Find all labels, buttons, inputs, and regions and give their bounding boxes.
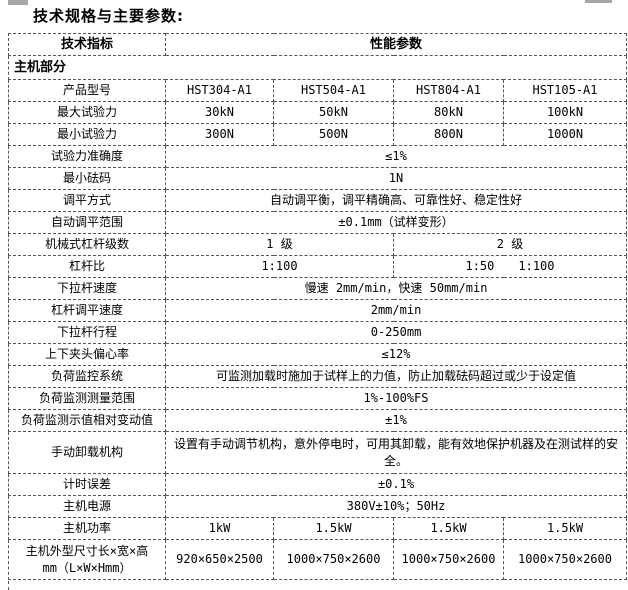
section-row: 主机部分 — [7, 55, 628, 80]
row-label: 负荷监控系统 — [8, 365, 166, 388]
row-value: 380V±10%；50Hz — [164, 495, 628, 518]
row-value: 920×650×2500 — [165, 539, 274, 580]
table-header-row: 技术指标 性能参数 — [8, 33, 628, 56]
row-label: 手动卸载机构 — [8, 431, 166, 474]
row-value: 1.5kW — [393, 517, 504, 540]
row-value: ±1% — [164, 409, 628, 432]
spec-row-min-test-force: 最小试验力 300N 500N 800N 1000N — [8, 123, 628, 146]
row-value: HST105-A1 — [502, 79, 628, 102]
row-value: 设置有手动调节机构，意外停电时，可用其卸载，能有效地保护机器及在测试样的安全。 — [164, 431, 628, 474]
row-value: HST304-A1 — [165, 79, 274, 102]
row-value: 1%-100%FS — [164, 387, 628, 410]
row-label: 调平方式 — [8, 189, 166, 212]
spec-row-load-monitoring-system: 负荷监控系统 可监测加载时施加于试样上的力值，防止加载砝码超过或少于设定值 — [8, 365, 628, 388]
row-label: 杠杆调平速度 — [8, 299, 166, 322]
row-label: 下拉杆速度 — [8, 277, 166, 300]
spec-row-timing-error: 计时误差 ±0.1% — [8, 473, 628, 496]
row-label: 负荷监测测量范围 — [8, 387, 166, 410]
row-label: 自动调平范围 — [8, 211, 166, 234]
row-value: 2mm/min — [164, 299, 628, 322]
row-value: 500N — [273, 123, 394, 146]
row-value: 1:100 — [165, 255, 394, 278]
table-bottom-cutoff-fragment — [8, 581, 9, 590]
row-value: 1kW — [165, 517, 274, 540]
row-value: HST804-A1 — [393, 79, 504, 102]
spec-row-lever-ratio: 杠杆比 1:100 1:50 1:100 — [8, 255, 628, 278]
row-label: 机械式杠杆级数 — [8, 233, 166, 256]
row-value: ±0.1% — [164, 473, 628, 496]
row-label: 最小试验力 — [8, 123, 166, 146]
row-label: 上下夹头偏心率 — [8, 343, 166, 366]
row-value: 2 级 — [392, 233, 628, 256]
row-value: 1000×750×2600 — [393, 539, 504, 580]
row-value: 50kN — [273, 101, 394, 124]
row-value: 1.5kW — [502, 517, 628, 540]
row-value: HST504-A1 — [273, 79, 394, 102]
row-value: 慢速 2mm/min，快速 50mm/min — [164, 277, 628, 300]
row-label: 最大试验力 — [8, 101, 166, 124]
row-label: 计时误差 — [8, 473, 166, 496]
spec-row-auto-leveling-range: 自动调平范围 ±0.1mm（试样变形） — [8, 211, 628, 234]
row-value: 100kN — [502, 101, 628, 124]
row-label: 杠杆比 — [8, 255, 166, 278]
spec-row-force-accuracy: 试验力准确度 ≤1% — [8, 145, 628, 168]
row-value: 300N — [165, 123, 274, 146]
spec-row-leveling-method: 调平方式 自动调平衡，调平精确高、可靠性好、稳定性好 — [8, 189, 628, 212]
spec-row-min-weight: 最小砝码 1N — [8, 167, 628, 190]
row-value: 80kN — [393, 101, 504, 124]
row-value: 自动调平衡，调平精确高、可靠性好、稳定性好 — [164, 189, 628, 212]
row-value: 0-250mm — [164, 321, 628, 344]
spec-row-max-test-force: 最大试验力 30kN 50kN 80kN 100kN — [8, 101, 628, 124]
row-label: 产品型号 — [8, 79, 166, 102]
row-label: 主机外型尺寸长×宽×高 mm（L×W×Hmm） — [8, 539, 166, 580]
spec-row-lever-stages: 机械式杠杆级数 1 级 2 级 — [8, 233, 628, 256]
spec-row-dimensions: 主机外型尺寸长×宽×高 mm（L×W×Hmm） 920×650×2500 100… — [8, 539, 628, 580]
spec-row-chuck-eccentricity: 上下夹头偏心率 ≤12% — [8, 343, 628, 366]
row-value: 1.5kW — [273, 517, 394, 540]
row-value: 1 级 — [165, 233, 394, 256]
row-label: 试验力准确度 — [8, 145, 166, 168]
row-label: 主机电源 — [8, 495, 166, 518]
row-label: 最小砝码 — [8, 167, 166, 190]
spec-row-pull-rod-travel: 下拉杆行程 0-250mm — [8, 321, 628, 344]
spec-row-product-model: 产品型号 HST304-A1 HST504-A1 HST804-A1 HST10… — [8, 79, 628, 102]
row-value: 800N — [393, 123, 504, 146]
section-main-unit: 主机部分 — [7, 55, 628, 80]
row-label: 负荷监测示值相对变动值 — [8, 409, 166, 432]
row-value: 1000×750×2600 — [273, 539, 394, 580]
row-value: 1000N — [502, 123, 628, 146]
row-value: 1:50 1:100 — [392, 255, 628, 278]
spec-table: 技术指标 性能参数 主机部分 产品型号 HST304-A1 HST504-A1 … — [7, 33, 628, 580]
row-value: 1000×750×2600 — [502, 539, 628, 580]
spec-row-main-power: 主机功率 1kW 1.5kW 1.5kW 1.5kW — [8, 517, 628, 540]
spec-row-load-variation: 负荷监测示值相对变动值 ±1% — [8, 409, 628, 432]
row-value: 1N — [164, 167, 628, 190]
row-value: ±0.1mm（试样变形） — [164, 211, 628, 234]
header-indicator: 技术指标 — [8, 33, 166, 56]
header-params: 性能参数 — [164, 33, 628, 56]
row-value: 30kN — [165, 101, 274, 124]
spec-row-power-supply: 主机电源 380V±10%；50Hz — [8, 495, 628, 518]
spec-row-load-measure-range: 负荷监测测量范围 1%-100%FS — [8, 387, 628, 410]
spec-row-lever-leveling-speed: 杠杆调平速度 2mm/min — [8, 299, 628, 322]
row-value: ≤1% — [164, 145, 628, 168]
gray-bar-fragment-left — [8, 0, 28, 5]
row-label: 主机功率 — [8, 517, 166, 540]
gray-bar-fragment-right — [585, 0, 612, 3]
row-label: 下拉杆行程 — [8, 321, 166, 344]
row-value: ≤12% — [164, 343, 628, 366]
spec-row-manual-unload: 手动卸载机构 设置有手动调节机构，意外停电时，可用其卸载，能有效地保护机器及在测… — [8, 431, 628, 474]
spec-row-pull-rod-speed: 下拉杆速度 慢速 2mm/min，快速 50mm/min — [8, 277, 628, 300]
row-value: 可监测加载时施加于试样上的力值，防止加载砝码超过或少于设定值 — [164, 365, 628, 388]
page-title: 技术规格与主要参数: — [33, 7, 184, 25]
